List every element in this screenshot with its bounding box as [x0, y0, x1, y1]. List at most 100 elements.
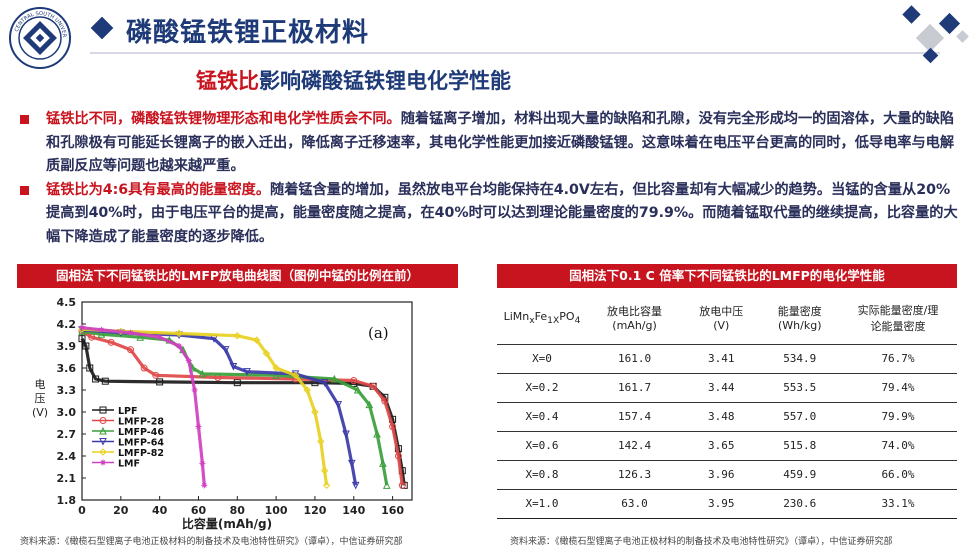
decor-square-1 — [902, 5, 921, 24]
table-cell: 3.41 — [682, 344, 761, 374]
data-point — [350, 376, 358, 384]
page-title: 磷酸锰铁锂正极材料 — [126, 18, 370, 48]
bullet-item: 锰铁比不同，磷酸锰铁锂物理形态和电化学性质会不同。随着锰离子增加，材料出现大量的… — [20, 108, 960, 179]
data-point — [379, 459, 387, 467]
subtitle-highlight: 锰铁比 — [196, 69, 259, 93]
legend-label: LMFP-82 — [118, 448, 164, 459]
data-point — [127, 346, 135, 354]
data-point — [175, 329, 183, 338]
y-axis-label: (V) — [32, 406, 48, 419]
decor-square-2 — [938, 12, 961, 35]
column-header-capacity: 放电比容量 (mAh/g) — [587, 292, 683, 345]
chart-source: 资料来源：《橄榄石型锂离子电池正极材料的制备技术及电池特性研究》（谭卓），中信证… — [20, 537, 403, 547]
y-tick-label: 3.0 — [57, 406, 77, 419]
table-cell: 459.9 — [760, 460, 839, 490]
data-point — [398, 481, 406, 489]
legend-label: LMFP-64 — [118, 438, 164, 449]
table-cell: X=0.8 — [497, 460, 587, 490]
data-point — [303, 386, 311, 394]
y-tick-label: 2.7 — [57, 428, 77, 441]
data-point — [382, 481, 391, 489]
data-point — [311, 408, 319, 416]
subtitle-rest: 影响磷酸锰铁锂电化学性能 — [259, 69, 511, 93]
table-cell: 142.4 — [587, 431, 683, 461]
data-point — [334, 401, 343, 409]
data-point — [381, 397, 389, 405]
y-tick-label: 3.6 — [57, 362, 77, 375]
table-cell: 79.4% — [839, 373, 957, 403]
series-line-lmf — [81, 326, 206, 486]
table-panel-header: 固相法下0.1 C 倍率下不同锰铁比的LMFP的电化学性能 — [497, 264, 957, 288]
table-row: X=0.2 161.7 3.44 553.5 79.4% — [497, 373, 957, 403]
x-tick-label: 0 — [78, 504, 86, 517]
data-point — [365, 400, 374, 409]
bullet-body: 随着锰含量的增加，虽然放电平台均能保持在4.0V左右，但比容量却有大幅减少的趋势… — [46, 181, 958, 245]
data-point — [86, 364, 94, 372]
series-line-lmfp-82 — [81, 327, 329, 486]
table-cell: X=1.0 — [497, 489, 587, 519]
bullet-lead: 锰铁比不同，磷酸锰铁锂物理形态和电化学性质会不同。 — [46, 111, 401, 127]
data-point — [320, 379, 329, 387]
bullet-square-icon — [20, 115, 29, 124]
data-point — [101, 377, 109, 385]
y-tick-label: 2.1 — [57, 472, 77, 485]
data-point — [136, 333, 145, 341]
data-point — [252, 336, 261, 344]
table-cell: 3.65 — [682, 431, 761, 461]
data-point — [198, 369, 207, 378]
performance-table: LiMnxFe1XPO4 放电比容量 (mAh/g) 放电中压 (V) 能量密度 (W… — [497, 292, 957, 519]
table-cell: X=0.6 — [497, 431, 587, 461]
plot-frame — [81, 301, 413, 501]
legend-marker — [99, 438, 107, 446]
y-tick-label: 4.2 — [57, 318, 77, 331]
data-point — [92, 375, 100, 383]
bullet-lead: 锰铁比为4:6具有最高的能量密度。 — [46, 181, 271, 198]
table-cell: 74.0% — [839, 431, 957, 461]
legend-marker — [99, 406, 107, 414]
data-point — [348, 459, 356, 468]
table-header-row: LiMnxFe1XPO4 放电比容量 (mAh/g) 放电中压 (V) 能量密度 (W… — [497, 292, 957, 345]
legend-marker — [99, 417, 107, 424]
legend-marker — [99, 426, 107, 435]
y-axis-label: 电 — [35, 378, 46, 391]
legend-label: LMFP-28 — [118, 417, 164, 428]
bullet-body: 随着锰离子增加，材料出现大量的缺陷和孔隙，没有完全形成均一的固溶体，大量的缺陷和… — [46, 111, 955, 174]
data-point — [233, 332, 242, 340]
y-tick-label: 3.9 — [57, 340, 77, 353]
university-logo: CENTRAL SOUTH UNIVERSITY — [8, 6, 71, 69]
series-line-lmfp-46 — [81, 329, 389, 486]
table-cell: 76.7% — [839, 344, 957, 374]
table-cell: 515.8 — [760, 431, 839, 461]
data-point — [373, 429, 381, 438]
legend-label: LMFP-46 — [118, 427, 164, 438]
table-row: X=1.0 63.0 3.95 230.6 33.1% — [497, 489, 957, 519]
data-point — [317, 437, 325, 446]
table-cell: 3.44 — [682, 373, 761, 403]
column-header-formula: LiMnxFe1XPO4 — [497, 292, 587, 345]
table-row: X=0.4 157.4 3.48 557.0 79.9% — [497, 402, 957, 432]
x-tick-label: 20 — [113, 504, 129, 517]
legend-label: LPF — [118, 406, 138, 417]
table-cell: 557.0 — [760, 402, 839, 432]
data-point — [140, 364, 148, 372]
data-point — [185, 357, 192, 364]
table-cell: 161.0 — [587, 344, 683, 374]
decor-square-4 — [922, 47, 939, 64]
table-source: 资料来源：《橄榄石型锂离子电池正极材料的制备技术及电池特性研究》（谭卓），中信证… — [510, 537, 893, 547]
data-point — [156, 378, 164, 386]
data-point — [127, 329, 134, 336]
table-cell: 63.0 — [587, 489, 683, 519]
data-point — [98, 326, 105, 333]
column-header-ratio: 实际能量密度/理 论能量密度 — [839, 292, 957, 345]
table-cell: X=0.2 — [497, 373, 587, 403]
data-point — [394, 452, 402, 460]
data-point — [272, 364, 280, 372]
table-cell: 553.5 — [760, 373, 839, 403]
data-point — [156, 334, 163, 341]
data-point — [229, 363, 238, 371]
data-point — [291, 371, 300, 380]
data-point — [78, 335, 86, 343]
legend-marker — [99, 448, 107, 456]
data-point — [199, 460, 206, 467]
y-tick-label: 4.5 — [57, 296, 77, 309]
